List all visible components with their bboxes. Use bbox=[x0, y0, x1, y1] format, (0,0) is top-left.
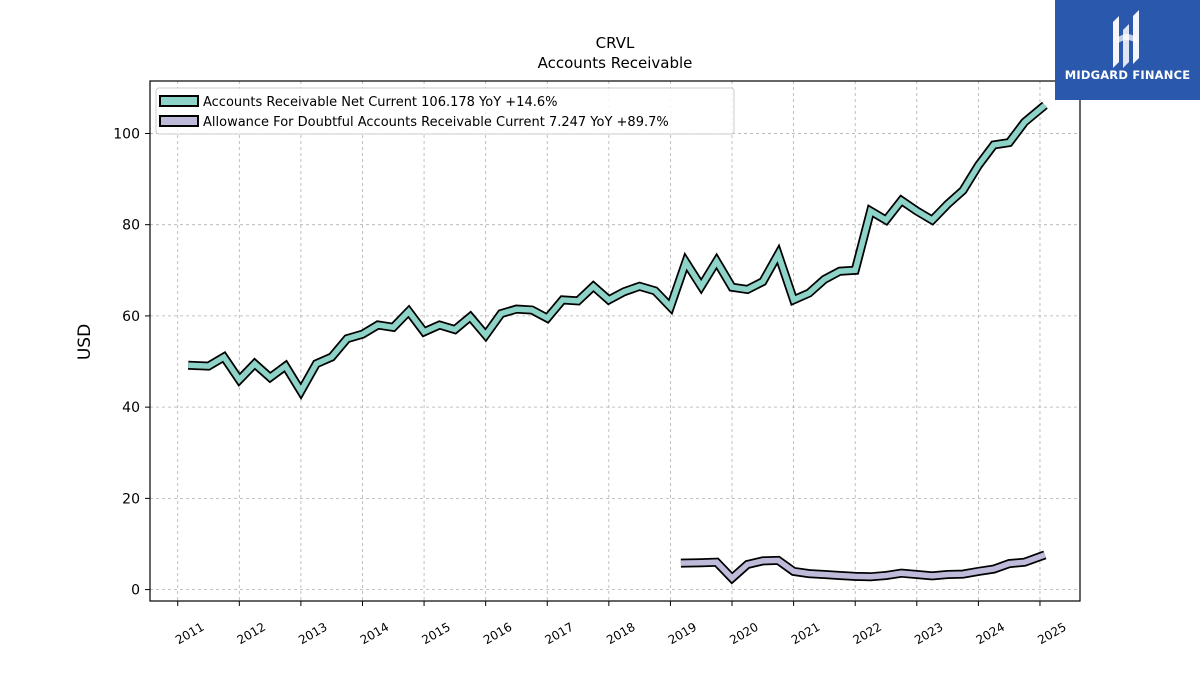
legend: Accounts Receivable Net Current 106.178 … bbox=[155, 87, 735, 135]
y-tick-label: 40 bbox=[122, 400, 140, 416]
x-tick-label: 2024 bbox=[974, 620, 1007, 647]
x-tick-label: 2022 bbox=[850, 620, 883, 647]
legend-swatch bbox=[159, 115, 199, 127]
axis-ticks: 2011 2012 2013 2014 2015 2016 2017 2018 2019 2020… bbox=[113, 126, 1068, 647]
legend-box bbox=[155, 87, 735, 135]
x-tick-label: 2014 bbox=[358, 620, 391, 647]
x-tick-label: 2018 bbox=[604, 620, 637, 647]
y-tick-label: 80 bbox=[122, 218, 140, 234]
brand-name: MIDGARD FINANCE bbox=[1064, 68, 1191, 82]
brand-logo: MIDGARD FINANCE bbox=[1055, 0, 1200, 100]
grid-lines bbox=[150, 81, 1080, 601]
plot-frame bbox=[149, 80, 1081, 602]
x-tick-label: 2021 bbox=[789, 620, 822, 647]
chart-title: CRVL bbox=[596, 34, 635, 52]
series-lines bbox=[188, 101, 1048, 585]
x-tick-label: 2017 bbox=[543, 620, 576, 647]
y-tick-label: 20 bbox=[122, 491, 140, 507]
x-tick-label: 2025 bbox=[1035, 620, 1068, 647]
y-axis-label: USD bbox=[75, 324, 95, 360]
x-tick-label: 2013 bbox=[296, 620, 329, 647]
x-tick-label: 2011 bbox=[173, 620, 206, 647]
y-tick-label: 0 bbox=[131, 583, 140, 599]
midgard-logo-icon bbox=[1113, 10, 1139, 68]
x-tick-label: 2016 bbox=[481, 620, 514, 647]
series-line bbox=[680, 552, 1046, 583]
y-tick-label: 100 bbox=[113, 126, 140, 142]
x-tick-label: 2019 bbox=[666, 620, 699, 647]
x-tick-label: 2015 bbox=[419, 620, 452, 647]
legend-label: Accounts Receivable Net Current 106.178 … bbox=[203, 95, 558, 110]
y-tick-label: 60 bbox=[122, 309, 140, 325]
x-tick-label: 2023 bbox=[912, 620, 945, 647]
x-tick-label: 2012 bbox=[235, 620, 268, 647]
chart-subtitle: Accounts Receivable bbox=[538, 54, 693, 72]
legend-swatch bbox=[159, 95, 199, 107]
series-line bbox=[188, 103, 1047, 397]
x-tick-label: 2020 bbox=[727, 620, 760, 647]
legend-label: Allowance For Doubtful Accounts Receivab… bbox=[203, 115, 669, 130]
